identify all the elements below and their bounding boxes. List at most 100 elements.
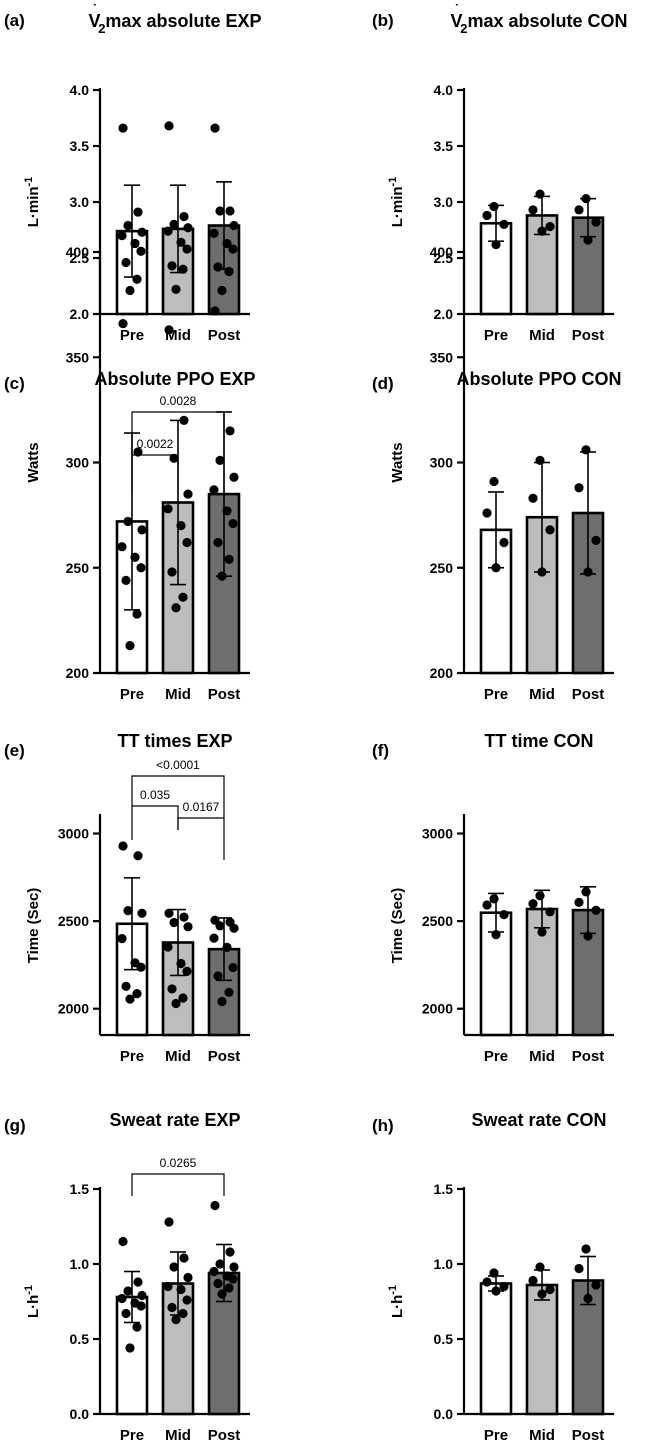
x-category-label: Post	[208, 327, 241, 344]
x-category-label: Mid	[529, 1048, 555, 1065]
data-point	[225, 206, 235, 216]
panel-g: (g) Sweat rate EXP L·h-1 0.0 0.5 1.0 1.5 Pre Mid…	[4, 1110, 250, 1442]
y-axis-label: L·min-1	[387, 177, 406, 228]
y-axis-label: Time (Sec)	[25, 888, 42, 964]
data-point	[118, 123, 128, 133]
data-point	[136, 1301, 146, 1311]
data-point	[171, 998, 181, 1009]
y-tick-label: 2.0	[434, 306, 454, 322]
y-tick-label: 2000	[58, 1001, 89, 1017]
y-axis-label: Watts	[389, 442, 406, 482]
x-category-label: Post	[572, 1427, 605, 1442]
data-point	[491, 930, 501, 940]
data-point	[489, 201, 499, 212]
x-category-label: Post	[572, 327, 605, 344]
data-point	[215, 1259, 225, 1269]
data-point	[117, 231, 127, 241]
data-point	[121, 257, 131, 268]
data-point	[591, 905, 601, 915]
data-point	[163, 1281, 173, 1292]
data-point	[229, 472, 239, 482]
data-point	[209, 933, 219, 943]
data-point	[537, 927, 547, 937]
ylabel-main: L·min	[25, 186, 42, 227]
data-point	[123, 1286, 133, 1296]
significance-label: <0.0001	[156, 758, 200, 772]
bar-mid	[525, 1283, 559, 1416]
data-point	[132, 274, 142, 284]
data-point	[482, 508, 492, 518]
data-point	[499, 537, 509, 548]
ylabel-superscript: -1	[23, 1285, 35, 1295]
data-point	[222, 506, 232, 516]
significance-bracket	[131, 775, 225, 818]
data-point	[118, 1236, 128, 1247]
data-point	[535, 189, 545, 199]
bar-pre	[479, 1282, 513, 1416]
panel-b: (b) V˙2max absolute CON L·min-1 2.0 2.5 3.0 3.…	[372, 1, 627, 344]
data-point	[535, 891, 545, 901]
chart-title: Sweat rate CON	[471, 1110, 606, 1130]
y-tick-label: 2.5	[70, 250, 90, 266]
significance-bracket	[177, 817, 225, 860]
x-category-label: Pre	[484, 1427, 508, 1442]
data-point	[179, 415, 189, 425]
data-point	[535, 455, 545, 465]
data-point	[489, 476, 499, 487]
data-point	[167, 1302, 177, 1313]
y-tick-label: 4.0	[434, 82, 454, 98]
y-tick-label: 350	[430, 349, 454, 365]
data-point	[583, 235, 593, 245]
data-point	[482, 1277, 492, 1287]
data-point	[217, 571, 227, 581]
y-tick-label: 400	[66, 244, 90, 260]
data-point	[209, 1266, 219, 1277]
data-point	[499, 219, 509, 229]
y-tick-label: 250	[66, 560, 90, 576]
data-point	[123, 906, 133, 916]
panel-label: (d)	[372, 374, 394, 393]
x-category-label: Pre	[120, 1427, 144, 1442]
data-point	[176, 521, 186, 531]
data-point	[137, 908, 147, 918]
data-point	[183, 1272, 193, 1283]
data-point	[229, 923, 239, 933]
data-point	[178, 592, 188, 602]
panel-label: (c)	[4, 374, 25, 393]
data-point	[225, 1247, 235, 1257]
data-point	[228, 518, 238, 529]
data-point	[537, 567, 547, 577]
data-point	[121, 981, 131, 991]
data-point	[482, 900, 492, 910]
y-tick-label: 300	[66, 455, 90, 471]
data-point	[137, 525, 147, 535]
data-point	[228, 962, 238, 973]
title-part: max absolute CON	[467, 11, 627, 31]
y-tick-label: 2.0	[70, 306, 90, 322]
x-category-label: Mid	[529, 686, 555, 703]
y-tick-label: 0.5	[70, 1331, 90, 1347]
title-part: V	[89, 11, 101, 31]
data-point	[215, 921, 225, 931]
data-point	[121, 1308, 131, 1319]
x-category-label: Pre	[484, 327, 508, 344]
data-point	[182, 537, 192, 548]
data-point	[591, 1280, 601, 1290]
y-tick-label: 0.0	[70, 1406, 90, 1422]
panel-e: (e) TT times EXP Time (Sec) 2000 2500 3000 Pre…	[4, 731, 250, 1065]
data-point	[121, 575, 131, 585]
x-category-label: Mid	[165, 1427, 191, 1442]
data-point	[545, 907, 555, 917]
data-point	[574, 1263, 584, 1274]
data-point	[583, 567, 593, 577]
y-tick-label: 3.0	[434, 194, 454, 210]
y-tick-label: 2000	[422, 1001, 453, 1017]
data-point	[169, 1262, 179, 1272]
data-point	[164, 908, 174, 918]
data-point	[179, 1253, 189, 1263]
data-point	[210, 123, 220, 133]
y-axis-label: Time (Sec)	[389, 888, 406, 964]
y-tick-label: 350	[66, 349, 90, 365]
x-category-label: Pre	[484, 686, 508, 703]
